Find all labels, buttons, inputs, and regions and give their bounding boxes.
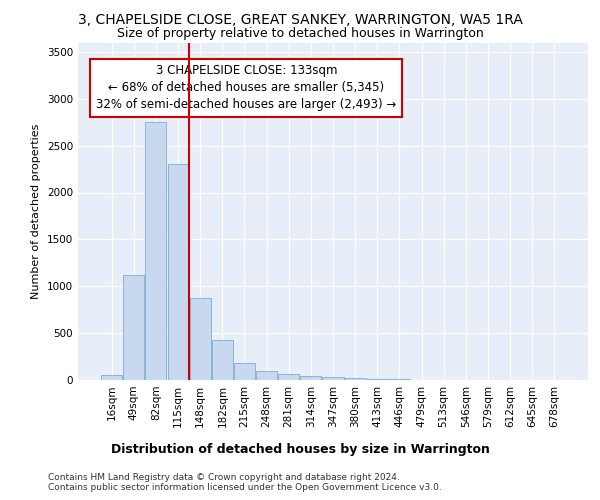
Bar: [344, 378, 365, 380]
Bar: [278, 374, 299, 380]
Text: 3 CHAPELSIDE CLOSE: 133sqm
← 68% of detached houses are smaller (5,345)
32% of s: 3 CHAPELSIDE CLOSE: 133sqm ← 68% of deta…: [96, 64, 397, 112]
Bar: [167, 164, 188, 380]
Bar: [145, 122, 166, 380]
Text: Contains public sector information licensed under the Open Government Licence v3: Contains public sector information licen…: [48, 484, 442, 492]
Bar: [101, 376, 122, 380]
Text: Size of property relative to detached houses in Warrington: Size of property relative to detached ho…: [116, 28, 484, 40]
Bar: [301, 376, 322, 380]
Bar: [256, 370, 277, 380]
Bar: [124, 275, 145, 380]
Bar: [234, 363, 255, 380]
Text: Distribution of detached houses by size in Warrington: Distribution of detached houses by size …: [110, 442, 490, 456]
Bar: [367, 379, 388, 380]
Text: 3, CHAPELSIDE CLOSE, GREAT SANKEY, WARRINGTON, WA5 1RA: 3, CHAPELSIDE CLOSE, GREAT SANKEY, WARRI…: [77, 12, 523, 26]
Bar: [322, 377, 344, 380]
Bar: [190, 298, 211, 380]
Text: Contains HM Land Registry data © Crown copyright and database right 2024.: Contains HM Land Registry data © Crown c…: [48, 472, 400, 482]
Bar: [212, 340, 233, 380]
Y-axis label: Number of detached properties: Number of detached properties: [31, 124, 41, 299]
